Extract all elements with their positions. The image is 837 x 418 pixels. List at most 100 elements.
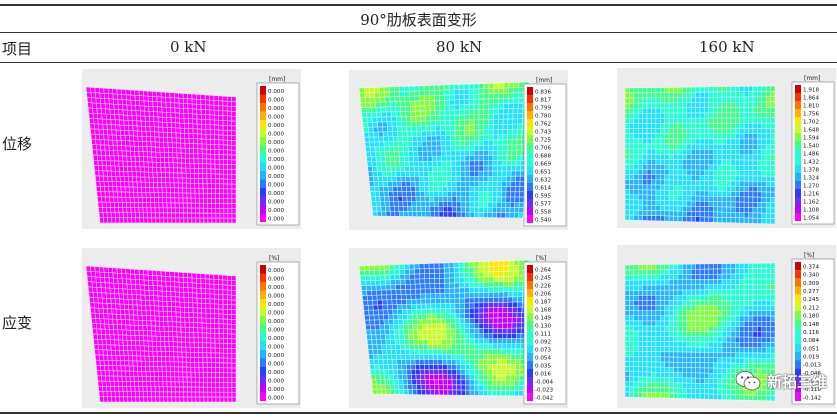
colorbar-swatch [260,358,266,367]
colorbar-swatch [795,149,801,157]
colorbar-tick-label: 1.540 [803,143,819,149]
colorbar-tick-label: -0.142 [803,395,821,401]
colorbar-tick-label: 0.245 [535,275,551,281]
panel-strain-80kn: [%] 0.264 0.245 0.226 0.206 0.187 0.168 0.149 0.… [349,248,568,408]
colorbar-tick-label: 0.836 [535,89,551,95]
colorbar-tick-label: 1.810 [803,103,819,109]
contour-plot: [mm] 0.836 0.817 0.799 0.780 0.762 0.743 0.725 0… [358,77,567,227]
colorbar-swatch [527,273,533,281]
colorbar-tick-label: 0.614 [535,185,551,191]
panel-strain-160kn: [%] 0.374 0.340 0.309 0.277 0.245 0.212 0.180 0.… [617,245,836,408]
colorbar-swatch [795,189,801,197]
colorbar-tick-label: 1.702 [803,119,819,125]
colorbar-swatch [260,86,266,95]
title-rule [0,32,837,33]
watermark: 新拓三维 [735,370,827,392]
colorbar-swatch [795,85,801,93]
colorbar-swatch [260,162,266,171]
colorbar-swatch [260,145,266,154]
colorbar-swatch [795,165,801,173]
colorbar-unit: [%] [269,255,279,262]
colorbar-tick-label: 0.000 [268,276,284,282]
colorbar-swatch [527,127,533,135]
colorbar-swatch [260,171,266,180]
colorbar-tick-label: -0.078 [803,379,821,385]
colorbar-tick-label: 0.669 [535,161,551,167]
colorbar-tick-label: 0.051 [803,346,819,352]
colorbar-swatch [795,125,801,133]
colorbar-tick-label: 1.864 [803,95,819,101]
colorbar-tick-label: 0.000 [268,131,284,137]
colorbar-swatch [527,321,533,329]
wechat-icon [735,371,761,391]
colorbar-tick-label: -0.046 [803,371,821,377]
colorbar-swatch [527,345,533,353]
colorbar-tick-label: -0.023 [535,387,553,393]
colorbar-tick-label: 0.577 [535,201,551,207]
colorbar-swatch [260,213,266,222]
colorbar-swatch [527,361,533,369]
colorbar-swatch [795,327,801,336]
colorbar-tick-label: 0.540 [535,217,551,223]
colorbar-tick-label: 0.116 [803,330,819,336]
colorbar-swatch [795,319,801,328]
colorbar-tick-label: 0.000 [268,285,284,291]
colorbar-tick-label: 1.324 [803,175,819,181]
colorbar-swatch [260,392,266,401]
colorbar-tick-label: 0.000 [268,140,284,146]
colorbar-swatch [527,143,533,151]
colorbar-tick-label: 0.000 [268,336,284,342]
colorbar-tick-label: 0.073 [535,347,551,353]
colorbar-tick-label: 0.558 [535,209,551,215]
colorbar-swatch [795,335,801,344]
colorbar-swatch [795,133,801,141]
colorbar-tick-label: 1.432 [803,159,819,165]
colorbar-swatch [260,273,266,282]
colorbar-tick-label: 1.486 [803,151,819,157]
table-title: 90°肋板表面变形 [360,11,477,29]
colorbar-tick-label: 0.000 [268,310,284,316]
colorbar-swatch [260,324,266,333]
colorbar-tick-label: 1.756 [803,111,819,117]
colorbar-swatch [795,213,801,221]
colorbar-swatch [527,385,533,393]
colorbar-tick-label: 0.035 [535,363,551,369]
colorbar-tick-label: 0.651 [535,169,551,175]
colorbar-tick-label: 0.000 [268,182,284,188]
colorbar-tick-label: 0.706 [535,145,551,151]
colorbar-swatch [527,393,533,401]
colorbar-tick-label: 0.206 [535,291,551,297]
colorbar-swatch [795,197,801,205]
colorbar-tick-label: 0.780 [535,113,551,119]
colorbar-swatch [527,281,533,289]
colorbar-swatch [795,93,801,101]
colorbar-tick-label: 0.688 [535,153,551,159]
colorbar-swatch [260,290,266,299]
colorbar-tick-label: 0.000 [268,208,284,214]
contour-plot: [%] 0.264 0.245 0.226 0.206 0.187 0.168 0.149 0.… [358,255,567,405]
colorbar-swatch [795,173,801,181]
colorbar-swatch [527,353,533,361]
colorbar-tick-label: 0.000 [268,268,284,274]
panel-displacement-80kn: [mm] 0.836 0.817 0.799 0.780 0.762 0.743 0.725 0… [349,70,568,230]
colorbar-swatch [795,302,801,312]
colorbar-unit: [mm] [269,76,285,83]
table-top-rule [0,4,837,6]
colorbar-swatch [527,87,533,95]
colorbar-swatch [260,205,266,214]
colorbar-tick-label: -0.013 [803,363,821,369]
colorbar-tick-label: 0.000 [268,199,284,205]
colorbar-swatch [527,369,533,377]
colorbar-tick-label: 0.130 [535,323,551,329]
colorbar-swatch [795,157,801,165]
colorbar-tick-label: -0.110 [803,387,821,393]
mesh-grid [624,262,776,402]
colorbar-swatch [260,128,266,137]
mesh-grid [358,259,530,397]
colorbar-swatch [527,215,533,223]
colorbar-swatch [260,316,266,325]
colorbar-tick-label: 1.162 [803,199,819,205]
colorbar-tick-label: 0.111 [535,331,551,337]
colorbar-tick-label: 0.245 [803,297,819,303]
mesh-grid [624,85,776,225]
